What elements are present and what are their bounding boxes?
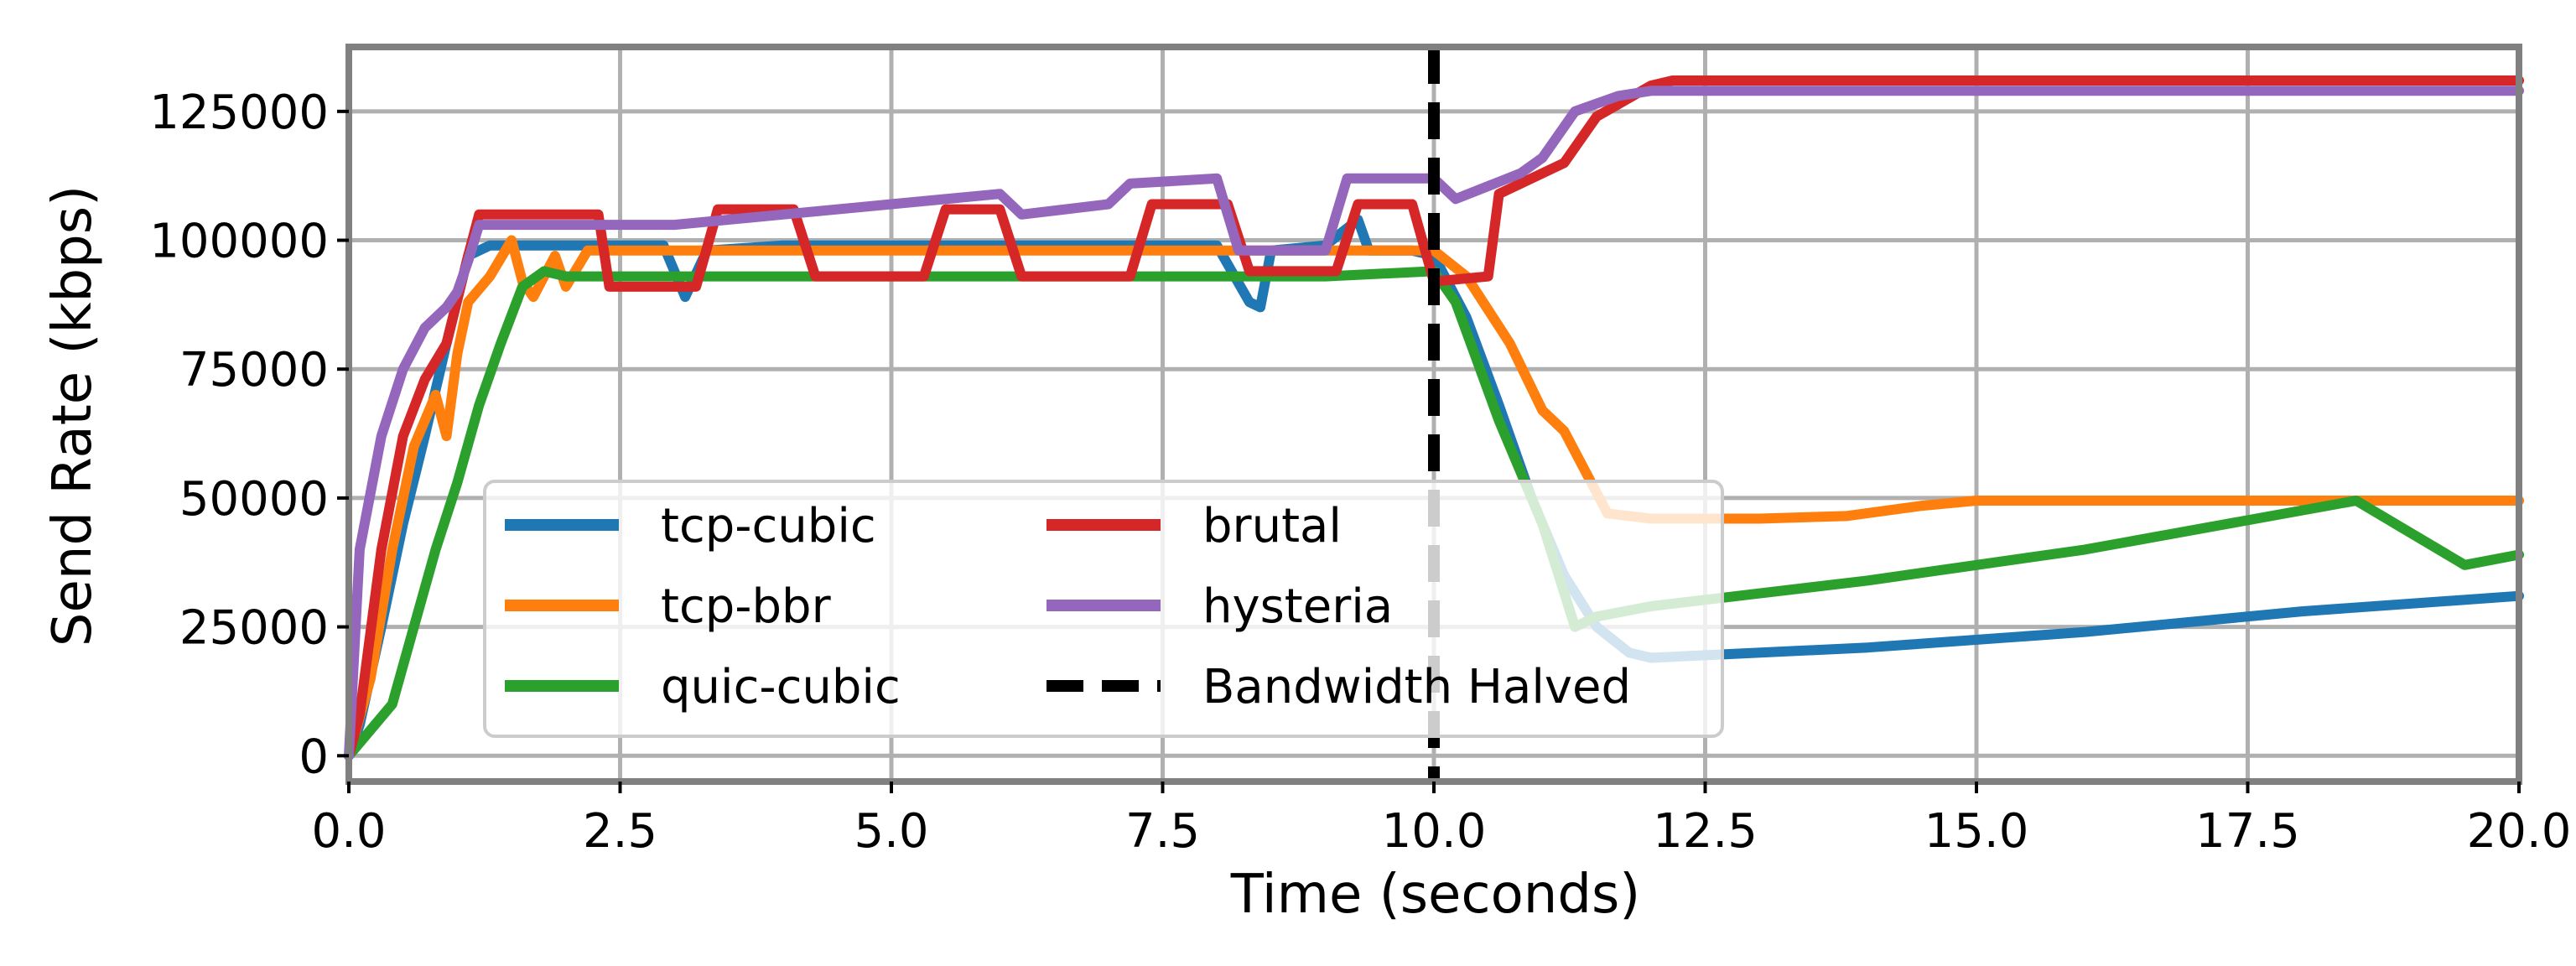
y-tick-label: 25000	[179, 601, 329, 656]
legend-label-brutal: brutal	[1202, 499, 1342, 553]
x-tick-label: 5.0	[854, 804, 928, 859]
y-tick-label: 125000	[149, 86, 329, 140]
y-axis-label: Send Rate (kbps)	[42, 185, 104, 647]
series-line-hysteria	[344, 86, 2524, 761]
ticks: 0.0 2.5 5.0 7.5 10.0 12.5 15.0 17.5 20.0 0 25000 50…	[149, 86, 2571, 859]
legend: tcp-cubic tcp-bbr quic-cubic brutal hyst…	[483, 480, 1724, 738]
x-axis-label: Time (seconds)	[1230, 864, 1641, 926]
legend-label-hysteria: hysteria	[1202, 579, 1393, 634]
legend-label-tcp-bbr: tcp-bbr	[661, 579, 832, 634]
legend-label-quic-cubic: quic-cubic	[661, 660, 901, 714]
plot-lines	[344, 47, 2524, 782]
x-tick-label: 0.0	[311, 804, 386, 859]
x-tick-label: 20.0	[2467, 804, 2572, 859]
x-tick-label: 10.0	[1382, 804, 1487, 859]
y-tick-label: 50000	[179, 472, 329, 527]
x-tick-label: 7.5	[1125, 804, 1200, 859]
x-tick-label: 15.0	[1924, 804, 2029, 859]
y-tick-label: 100000	[149, 215, 329, 269]
series-line-tcp-bbr	[344, 235, 2524, 761]
y-tick-label: 75000	[179, 343, 329, 397]
y-tick-label: 0	[299, 730, 329, 784]
legend-label-tcp-cubic: tcp-cubic	[661, 499, 876, 553]
x-tick-label: 12.5	[1653, 804, 1758, 859]
legend-label-bandwidth-halved: Bandwidth Halved	[1202, 660, 1631, 714]
x-tick-label: 17.5	[2195, 804, 2300, 859]
x-tick-label: 2.5	[583, 804, 657, 859]
